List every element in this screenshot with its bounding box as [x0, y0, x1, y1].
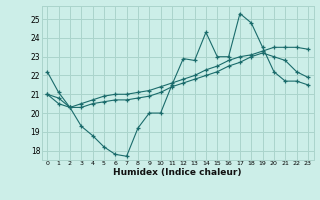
X-axis label: Humidex (Indice chaleur): Humidex (Indice chaleur): [113, 168, 242, 177]
